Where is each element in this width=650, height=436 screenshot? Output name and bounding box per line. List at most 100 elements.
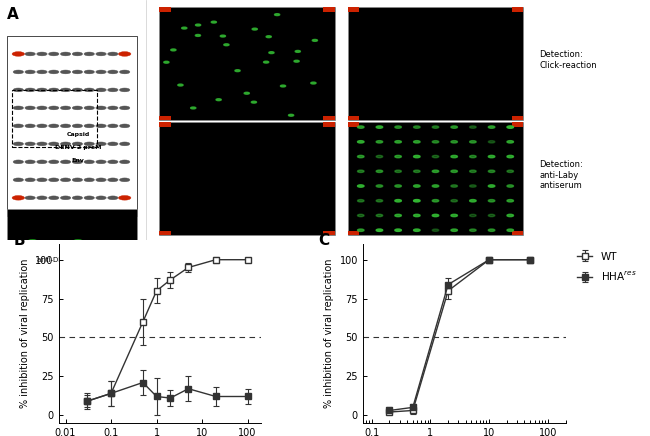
Circle shape [507,141,514,143]
Circle shape [413,141,420,143]
Circle shape [96,88,106,92]
Circle shape [60,142,71,146]
Bar [6,209,136,252]
Text: Env: Env [72,157,84,163]
Circle shape [358,170,364,173]
Circle shape [72,160,83,164]
Circle shape [49,106,59,110]
Circle shape [60,196,71,200]
Circle shape [108,178,118,182]
Bar [348,7,359,11]
Circle shape [235,70,240,72]
Circle shape [451,214,458,217]
Circle shape [280,85,285,87]
Circle shape [395,141,402,143]
Circle shape [25,106,35,110]
Circle shape [451,185,458,187]
Circle shape [72,52,83,56]
Circle shape [84,52,94,56]
Circle shape [469,155,476,158]
Circle shape [25,196,35,200]
Circle shape [252,101,257,103]
Circle shape [14,242,25,247]
Circle shape [108,196,118,200]
Text: Capsid: Capsid [66,133,90,137]
Circle shape [269,52,274,54]
Circle shape [59,247,71,252]
Circle shape [25,124,35,128]
Circle shape [96,160,106,164]
Circle shape [358,200,364,202]
Circle shape [252,28,257,30]
Circle shape [37,106,47,110]
Circle shape [27,240,38,244]
Circle shape [84,142,94,146]
Circle shape [37,52,47,56]
Circle shape [13,178,23,182]
Circle shape [96,178,106,182]
Circle shape [376,229,383,232]
Circle shape [451,200,458,202]
Bar [323,123,335,126]
Circle shape [96,142,106,146]
Circle shape [120,142,130,146]
Circle shape [53,242,64,247]
Circle shape [220,35,226,37]
Circle shape [451,170,458,173]
Circle shape [120,70,130,74]
Circle shape [432,126,439,128]
Circle shape [84,70,94,74]
Circle shape [178,84,183,86]
Circle shape [358,229,364,232]
Circle shape [432,155,439,158]
Circle shape [358,155,364,158]
Circle shape [13,88,23,92]
Circle shape [33,247,45,252]
Circle shape [120,178,130,182]
Circle shape [432,200,439,202]
Circle shape [413,155,420,158]
Circle shape [13,142,23,146]
Circle shape [358,126,364,128]
Circle shape [60,70,71,74]
Circle shape [13,106,23,110]
Circle shape [84,88,94,92]
Bar [348,7,523,120]
Circle shape [120,88,130,92]
Circle shape [37,142,47,146]
Circle shape [294,60,299,62]
Circle shape [27,242,38,247]
Circle shape [312,39,317,41]
Text: LabyA2: LabyA2 [420,106,451,115]
Circle shape [108,106,118,110]
Circle shape [25,52,35,56]
Circle shape [60,124,71,128]
Y-axis label: % inhibition of viral replication: % inhibition of viral replication [324,259,334,408]
Circle shape [469,214,476,217]
Circle shape [224,44,229,46]
Circle shape [25,142,35,146]
Circle shape [171,49,176,51]
Circle shape [49,142,59,146]
Circle shape [46,245,58,249]
Circle shape [376,155,383,158]
Circle shape [469,126,476,128]
Circle shape [289,114,294,116]
Circle shape [507,155,514,158]
Circle shape [108,52,118,56]
Bar [512,123,523,126]
Circle shape [84,178,94,182]
Circle shape [413,170,420,173]
Circle shape [13,160,23,164]
Circle shape [37,88,47,92]
Circle shape [376,214,383,217]
Circle shape [37,124,47,128]
Circle shape [376,170,383,173]
Circle shape [25,160,35,164]
Text: anti-DENV antibody: anti-DENV antibody [37,256,106,262]
Circle shape [488,185,495,187]
Bar [12,90,97,147]
Circle shape [118,195,131,200]
Bar [159,116,171,120]
Circle shape [266,36,271,37]
